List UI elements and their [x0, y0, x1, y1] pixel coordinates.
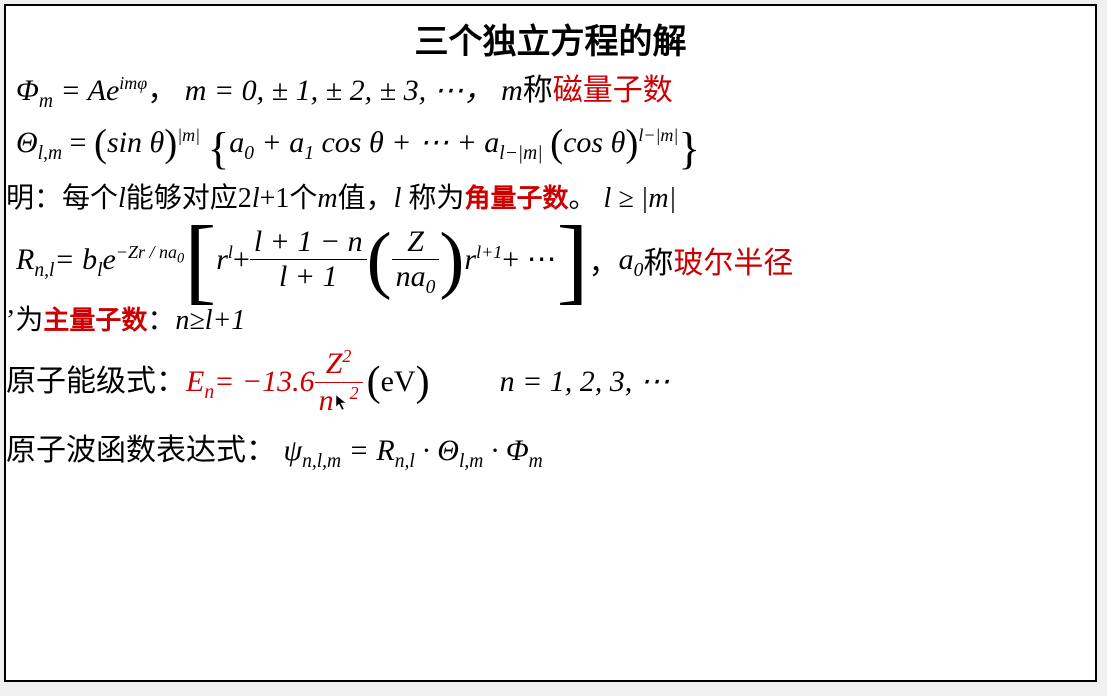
- m-cheng: 称: [523, 74, 553, 107]
- frac2-den: na0: [392, 260, 440, 294]
- rbrace: }: [678, 123, 700, 173]
- sub-lm: l−|m|: [499, 143, 542, 164]
- dot-theta: · Θl,m: [422, 434, 483, 467]
- l-var-2: l: [252, 183, 260, 214]
- theta-symbol: Θl,m: [16, 126, 62, 159]
- lbrace: {: [208, 123, 230, 173]
- eq-sign-2: =: [70, 126, 94, 159]
- energy-label: 原子能级式：: [6, 364, 186, 400]
- slide-frame: 三个独立方程的解 Φm = Aeimφ， m = 0, ± 1, ± 2, ± …: [4, 4, 1097, 682]
- r-l-term: rl: [216, 243, 233, 277]
- m-var: m: [317, 183, 337, 214]
- sin-theta: sin θ: [107, 126, 164, 159]
- exp-mphi: mφ: [124, 73, 147, 93]
- E-const: = −13.6: [214, 364, 315, 400]
- dots-R: + ⋯: [502, 242, 556, 277]
- eq-bl: = bl: [54, 243, 102, 277]
- psi-eq-R: = Rn,l: [349, 434, 415, 467]
- zhi-text: 值，: [338, 183, 394, 214]
- energy-num: Z2: [315, 346, 363, 383]
- frac-2: Z na0: [392, 225, 440, 294]
- dot-phi: · Φm: [491, 434, 543, 467]
- prefix-ming: 明：每个: [6, 183, 118, 214]
- cursor-icon: [334, 386, 350, 406]
- eq-phi: Φm = Aeimφ， m = 0, ± 1, ± 2, ± 3, ⋯， m称磁…: [6, 73, 1095, 109]
- E-symbol: En: [186, 364, 214, 400]
- m-values: m = 0, ± 1, ± 2, ± 3, ⋯，: [185, 74, 501, 107]
- chengwei: 称为: [401, 183, 464, 214]
- slide-title: 三个独立方程的解: [6, 14, 1095, 63]
- eq-theta: Θl,m = (sin θ)|m| {a0 + a1 cos θ + ⋯ + a…: [6, 121, 1095, 168]
- n-values: n = 1, 2, 3, ⋯: [500, 364, 670, 400]
- term-principal: 主量子数: [43, 306, 147, 335]
- frac-1: l + 1 − n l + 1: [250, 225, 367, 294]
- rparen-sin: ): [164, 122, 177, 165]
- comma-R: ，: [589, 238, 619, 282]
- phi-symbol: Φm: [16, 74, 53, 107]
- frac-energy: Z2 n2: [315, 346, 363, 419]
- eq-radial: Rn,l = bl e−Zr / na0 [ rl + l + 1 − n l …: [6, 225, 1095, 294]
- r-l1-term: rl+1: [464, 243, 502, 277]
- plus1-text: +1个: [260, 183, 318, 214]
- comma-1: ，: [147, 74, 185, 107]
- wavefn-label: 原子波函数表达式：: [6, 434, 276, 467]
- frac1-num: l + 1 − n: [250, 225, 367, 260]
- rparen-ev: ): [416, 357, 430, 407]
- prefix-wei: ʼ为: [6, 305, 43, 336]
- phi-rhs: = Ae: [60, 74, 119, 107]
- lparen-cos: (: [550, 122, 563, 165]
- note-n: ʼ为主量子数：n≥l+1: [6, 304, 1095, 338]
- eq-energy: 原子能级式： En = −13.6 Z2 n2 (eV) n = 1, 2, 3…: [6, 346, 1095, 419]
- term-angular: 角量子数: [464, 184, 568, 213]
- cos-dots: cos θ + ⋯ + a: [314, 126, 499, 159]
- n-cond: n≥l+1: [175, 305, 245, 336]
- ev-unit: eV: [381, 364, 416, 400]
- plus-R: +: [233, 243, 250, 277]
- a1cos-term: + a1: [254, 126, 314, 159]
- a0-term: a0: [229, 126, 254, 159]
- a0-label: a0: [619, 243, 644, 277]
- note-l: 明：每个l能够对应2l+1个m值，l 称为角量子数。 l ≥ |m|: [6, 182, 1095, 216]
- l-var-1: l: [118, 183, 126, 214]
- m-label: m: [501, 74, 523, 107]
- lparen-sin: (: [94, 122, 107, 165]
- exp-abs-m: |m|: [177, 125, 200, 145]
- term-magnetic: 磁量子数: [553, 74, 673, 107]
- lparen-ev: (: [367, 357, 381, 407]
- cheng-R: 称: [643, 238, 673, 282]
- colon-5: ：: [147, 305, 175, 336]
- frac1-den: l + 1: [250, 260, 367, 294]
- term-bohr: 玻尔半径: [673, 238, 793, 282]
- l-ge-m: l ≥ |m|: [603, 183, 676, 214]
- psi-symbol: ψn,l,m: [284, 434, 342, 467]
- rparen-cos: ): [625, 122, 638, 165]
- frac2-num: Z: [392, 225, 440, 260]
- exp-lm: l−|m|: [638, 125, 678, 145]
- R-symbol: Rn,l: [16, 243, 54, 277]
- cos-theta-2: cos θ: [563, 126, 625, 159]
- energy-den: n2: [315, 383, 363, 419]
- exp-factor: e−Zr / na0: [103, 243, 185, 277]
- eq-wavefn: 原子波函数表达式： ψn,l,m = Rn,l · Θl,m · Φm: [6, 433, 1095, 469]
